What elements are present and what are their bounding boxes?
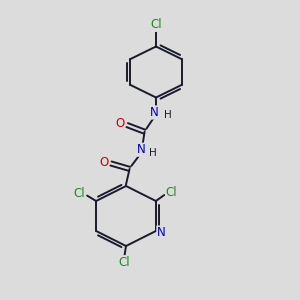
Text: H: H xyxy=(164,110,171,121)
Text: N: N xyxy=(157,226,166,239)
Text: Cl: Cl xyxy=(166,186,177,199)
Text: Cl: Cl xyxy=(119,256,130,269)
Text: O: O xyxy=(99,156,108,170)
Text: Cl: Cl xyxy=(150,18,162,32)
Text: H: H xyxy=(148,148,156,158)
Text: N: N xyxy=(150,106,159,119)
Text: N: N xyxy=(136,143,146,156)
Text: O: O xyxy=(115,117,124,130)
Text: Cl: Cl xyxy=(74,187,85,200)
